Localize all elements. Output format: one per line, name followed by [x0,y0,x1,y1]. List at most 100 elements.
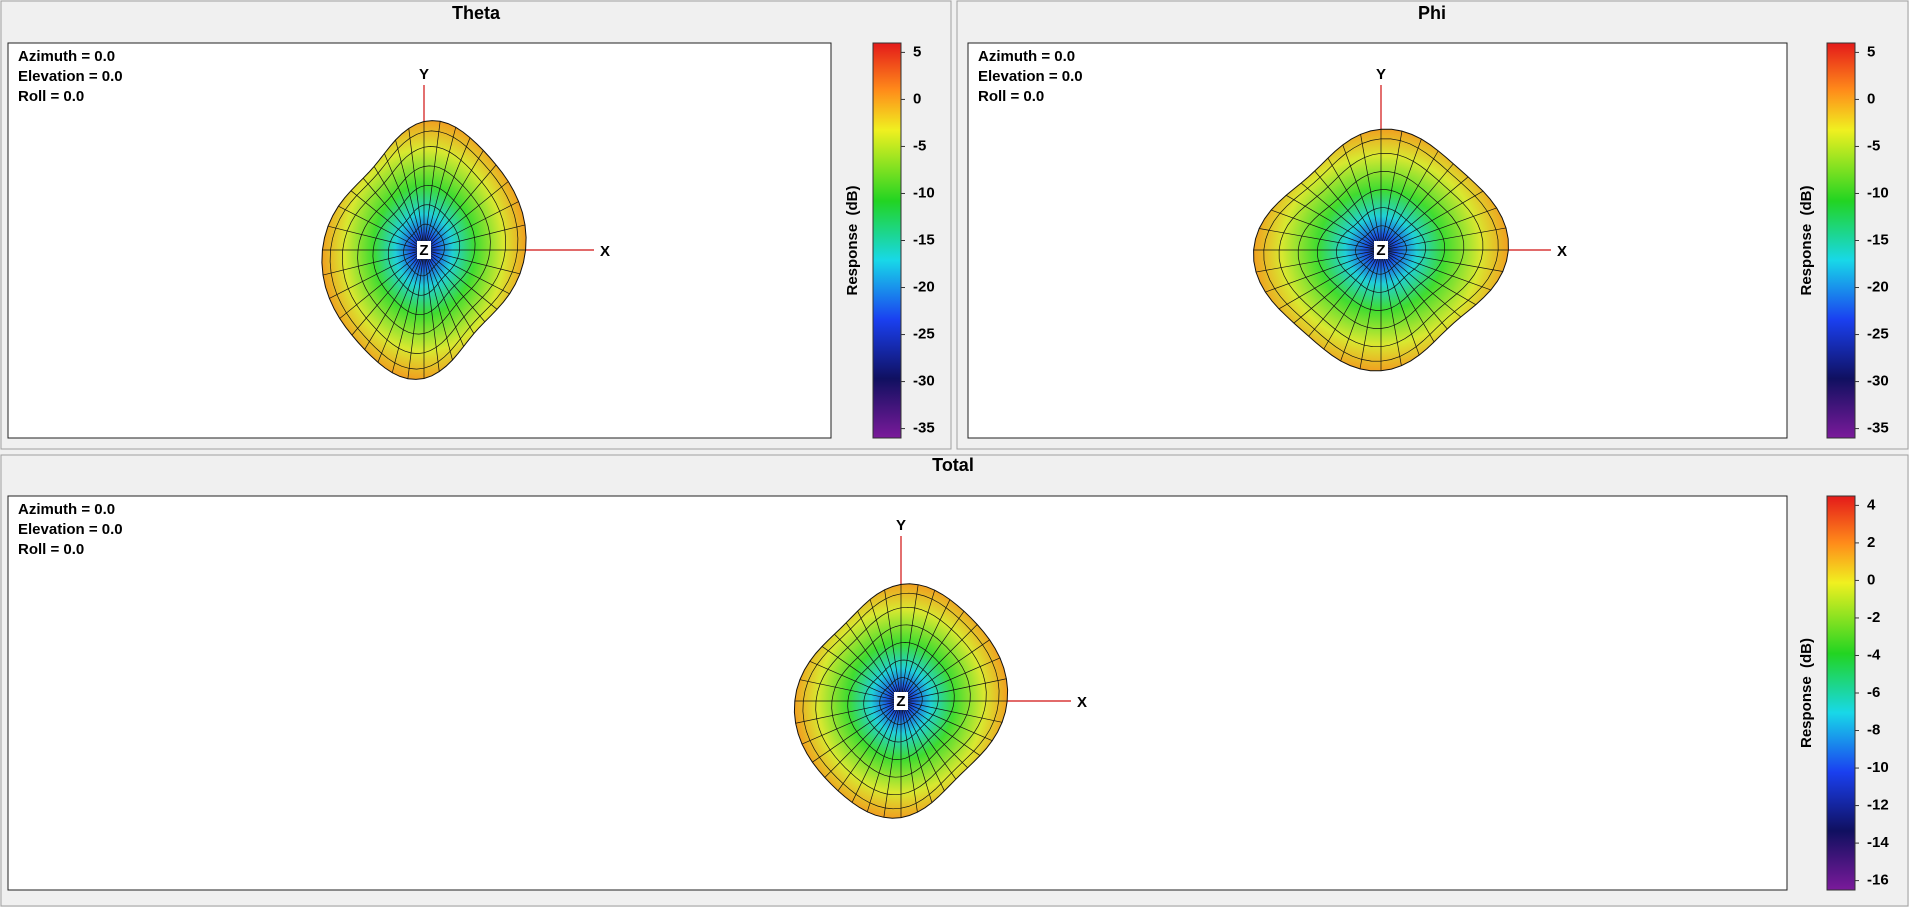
colorbar-tick-label: 4 [1867,496,1876,513]
pattern-mesh [322,249,425,276]
pattern-mesh [373,166,425,251]
view-label: Elevation = 0.0 [18,68,123,85]
pattern-mesh [884,589,902,702]
pattern-mesh [1380,249,1420,356]
colorbar-tick-label: -25 [913,326,935,343]
pattern-mesh [423,249,475,334]
view-label: Azimuth = 0.0 [18,48,115,65]
pattern-mesh [423,249,453,361]
colorbar-tick-label: -14 [1867,834,1889,851]
pattern-mesh [423,224,526,251]
panel-title: Theta [452,3,501,23]
colorbar-tick-label: -4 [1867,646,1881,663]
pattern-mesh [423,249,498,310]
pattern-mesh [1293,249,1382,324]
pattern-mesh [1255,249,1382,273]
pattern-mesh [423,249,440,372]
colorbar-tick-label: -5 [1867,137,1880,154]
pattern-mesh [900,700,981,756]
pattern-mesh [1340,249,1382,361]
x-axis-label: X [1077,694,1087,711]
pattern-mesh [809,660,902,702]
colorbar-tick-label: -8 [1867,721,1880,738]
pattern-mesh [423,249,486,322]
view-label: Roll = 0.0 [18,88,84,105]
pattern-mesh [327,225,425,251]
pattern-mesh [1342,144,1382,251]
pattern-mesh [408,128,425,251]
pattern-mesh [1286,194,1382,251]
pattern-mesh [423,137,471,251]
view-label: Azimuth = 0.0 [978,48,1075,65]
pattern-mesh [423,249,510,295]
pattern-mesh [423,201,519,251]
z-axis-label: Z [1376,242,1385,259]
pattern-mesh [1271,209,1382,251]
pattern-mesh [821,646,902,702]
pattern-mesh [1265,249,1382,293]
pattern-mesh [900,700,993,742]
pattern-mesh [423,150,484,251]
colorbar [1826,495,1856,891]
pattern-mesh [1380,249,1435,343]
pattern-mesh [391,249,425,373]
colorbar-tick-label: -30 [1867,373,1889,390]
pattern-mesh [423,249,464,347]
pattern-mesh [869,599,902,702]
panel-title: Phi [1418,3,1446,23]
colorbar [1826,42,1856,439]
pattern-mesh [384,153,425,251]
pattern-mesh [329,249,425,299]
pattern-mesh [1327,157,1382,251]
pattern-mesh [350,190,425,251]
pattern-mesh [338,205,425,251]
colorbar-tick-label: -20 [913,278,935,295]
pattern-mesh [1278,249,1382,310]
pattern-mesh [1380,163,1454,251]
colorbar-tick-label: -2 [1867,609,1880,626]
colorbar-tick-label: -35 [913,420,935,437]
pattern-mesh [1380,150,1439,251]
pattern-mesh [900,700,918,813]
pattern-mesh [395,139,425,251]
pattern-mesh [1380,249,1503,272]
pattern-mesh [1323,249,1382,350]
colorbar-tick-label: -10 [913,184,935,201]
colorbar-tick-label: 2 [1867,534,1875,551]
colorbar-tick-label: 0 [1867,90,1875,107]
pattern-mesh [1380,190,1484,251]
pattern-mesh [837,700,902,791]
pattern-mesh [900,599,951,702]
x-axis-label: X [1557,243,1567,260]
pattern-mesh [423,249,521,275]
pattern-mesh [1380,207,1497,251]
view-label: Elevation = 0.0 [18,521,123,538]
colorbar-tick-label: -30 [913,373,935,390]
z-axis-box [894,692,908,710]
pattern-mesh [351,249,425,336]
pattern-mesh [900,700,945,792]
z-axis-box [1374,241,1388,259]
pattern-mesh [900,678,1007,702]
pattern-mesh [407,249,425,379]
view-label: Roll = 0.0 [18,541,84,558]
y-axis-label: Y [1376,66,1386,83]
pattern-mesh [900,657,1001,702]
pattern-mesh [883,700,902,818]
colorbar-tick-label: -25 [1867,326,1889,343]
pattern-mesh [1308,249,1382,337]
colorbar-tick-label: -20 [1867,278,1889,295]
pattern-mesh [1380,227,1507,251]
colorbar [872,42,902,439]
pattern-mesh [1359,249,1382,370]
z-axis-box [417,241,431,259]
pattern-mesh [1380,249,1462,318]
colorbar-label: Response (dB) [1798,185,1815,295]
pattern-mesh [900,700,933,803]
colorbar-tick-label: -10 [1867,184,1889,201]
pattern-mesh [812,700,902,763]
colorbar-tick-label: -6 [1867,684,1880,701]
pattern-mesh [1380,249,1476,306]
z-axis-label: Z [419,242,428,259]
